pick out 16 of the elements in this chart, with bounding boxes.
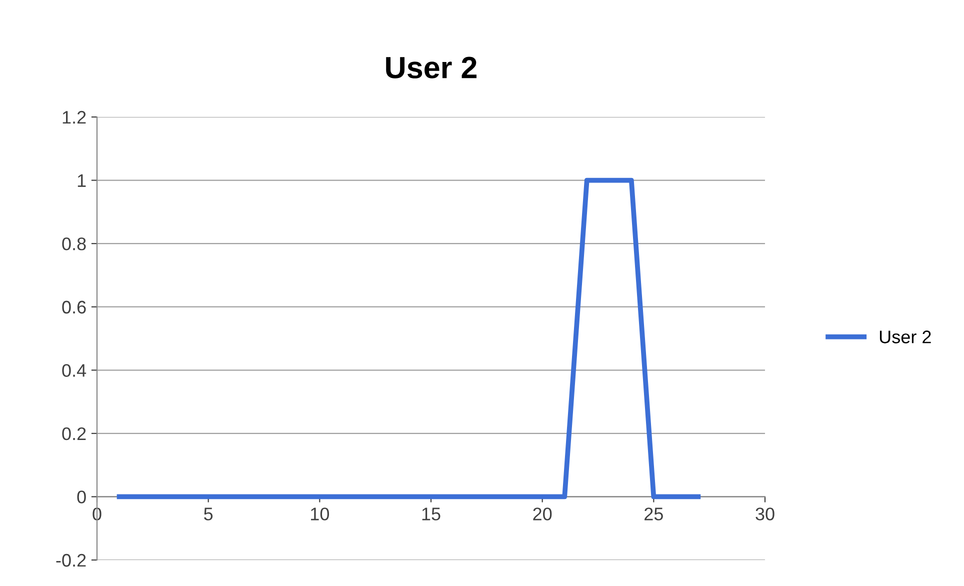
y-tick-label: 0 bbox=[77, 490, 86, 504]
y-tick-label: 1.2 bbox=[62, 110, 86, 124]
chart-title: User 2 bbox=[386, 56, 476, 78]
legend-label: User 2 bbox=[880, 330, 931, 344]
x-tick-label: 20 bbox=[533, 508, 552, 520]
y-tick-label: 0.4 bbox=[62, 364, 86, 377]
x-tick-label: 15 bbox=[422, 508, 440, 520]
y-tick-label: -0.2 bbox=[56, 554, 86, 567]
x-tick-label: 10 bbox=[311, 508, 330, 520]
y-tick-label: 1 bbox=[78, 174, 86, 187]
y-tick-label: 0.8 bbox=[62, 238, 86, 250]
y-tick-label: 0.2 bbox=[62, 427, 86, 440]
x-tick-label: 30 bbox=[756, 508, 774, 520]
x-tick-label: 25 bbox=[644, 508, 663, 520]
x-tick-label: 5 bbox=[204, 508, 213, 520]
y-tick-label: 0.6 bbox=[62, 300, 86, 314]
